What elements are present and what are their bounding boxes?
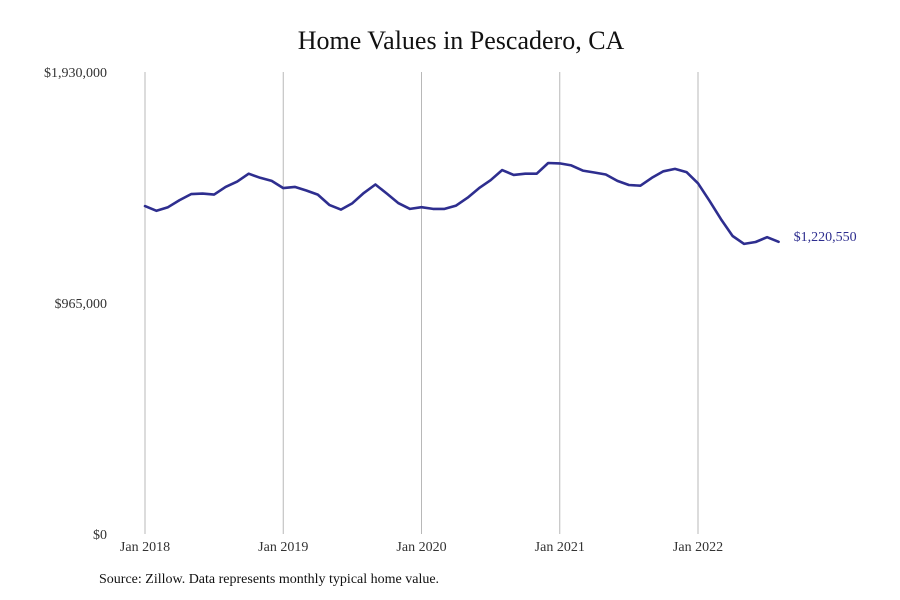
x-tick-label: Jan 2018 [120, 540, 170, 555]
chart-title: Home Values in Pescadero, CA [297, 26, 625, 55]
gridlines [144, 72, 699, 534]
series-line [143, 161, 780, 246]
x-tick-label: Jan 2019 [258, 540, 308, 555]
x-tick-label: Jan 2021 [535, 540, 585, 555]
y-axis-ticks: $0 $965,000 $1,930,000 [44, 66, 107, 543]
y-tick-label: $0 [93, 528, 107, 543]
source-note: Source: Zillow. Data represents monthly … [99, 572, 440, 587]
end-value-label: $1,220,550 [794, 230, 857, 245]
x-axis-ticks: Jan 2018 Jan 2019 Jan 2020 Jan 2021 Jan 2022 [120, 540, 723, 555]
x-tick-label: Jan 2020 [396, 540, 446, 555]
x-tick-label: Jan 2022 [673, 540, 723, 555]
y-tick-label: $1,930,000 [44, 66, 107, 81]
y-tick-label: $965,000 [55, 297, 108, 312]
